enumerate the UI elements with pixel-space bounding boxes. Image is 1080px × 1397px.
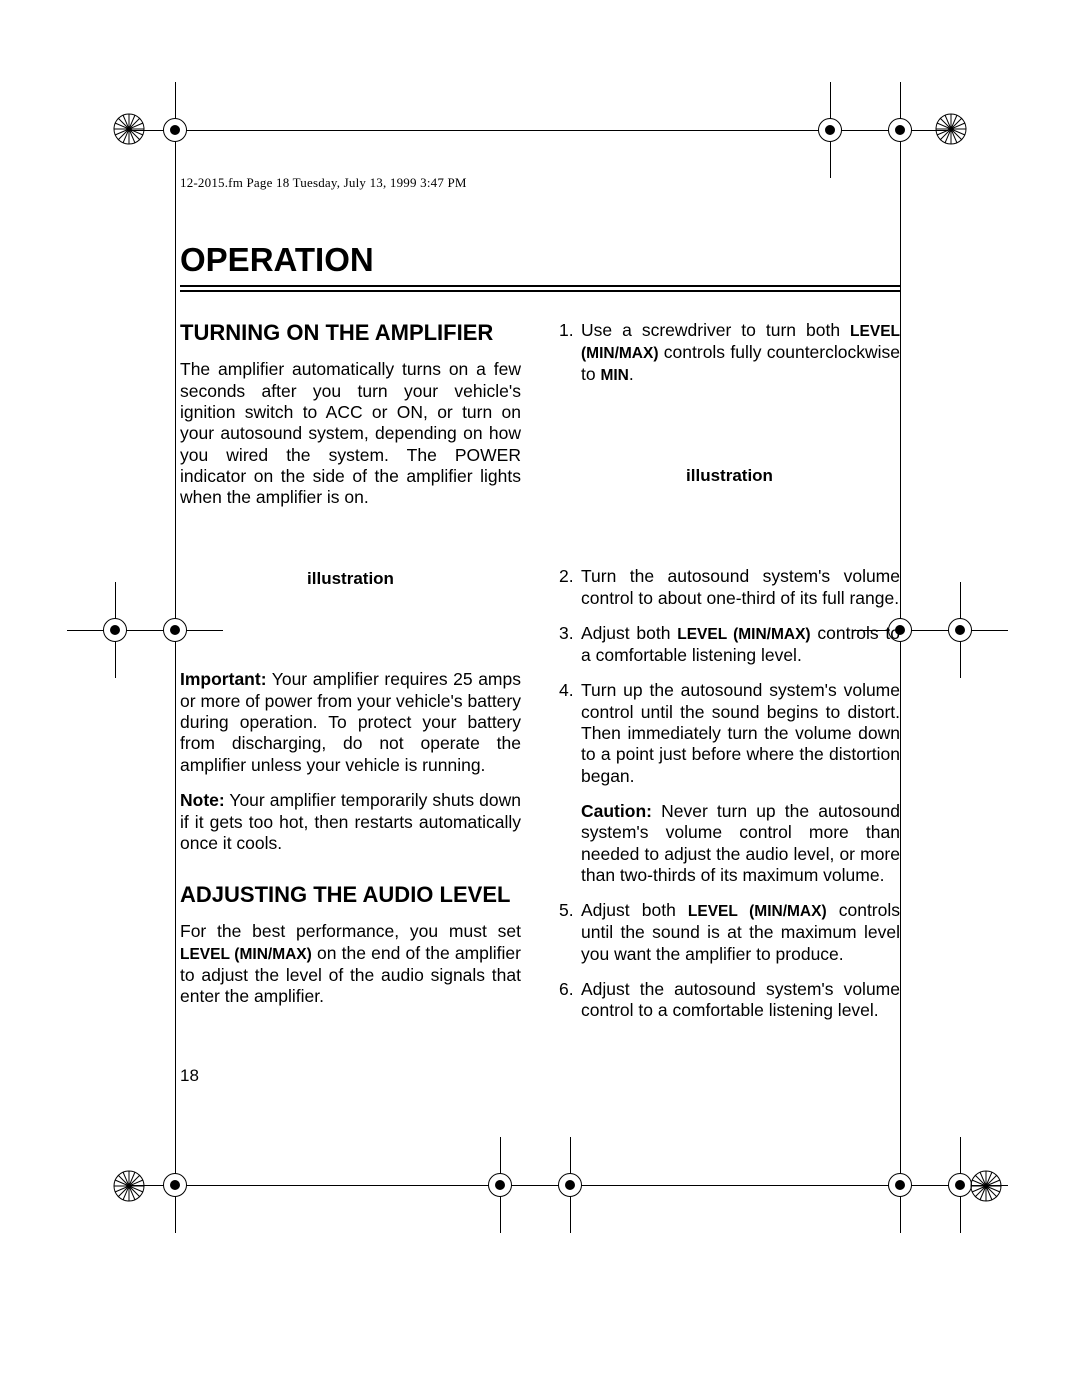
note-label: Note: xyxy=(180,790,225,810)
crop-mark-icon xyxy=(470,1155,530,1215)
section-title: OPERATION xyxy=(180,241,900,279)
control-label: LEVEL (MIN/MAX) xyxy=(688,903,827,920)
step-number: 1. xyxy=(559,320,581,386)
control-label: LEVEL (MIN/MAX) xyxy=(180,946,312,963)
title-rule xyxy=(180,285,900,292)
step-5: 5. Adjust both LEVEL (MIN/MAX) controls … xyxy=(559,900,900,965)
step-6: 6. Adjust the autosound system's volume … xyxy=(559,979,900,1022)
crop-mark-icon xyxy=(145,1155,205,1215)
step-number: 6. xyxy=(559,979,581,1022)
crop-line xyxy=(900,660,901,1150)
text: For the best performance, you must set xyxy=(180,921,521,941)
crop-mark-icon xyxy=(800,100,860,160)
page-content: 12-2015.fm Page 18 Tuesday, July 13, 199… xyxy=(180,175,900,1086)
step-4: 4. Turn up the autosound system's volume… xyxy=(559,680,900,787)
left-column: TURNING ON THE AMPLIFIER The amplifier a… xyxy=(180,320,521,1036)
crop-line xyxy=(175,660,176,1150)
heading-turning-on: TURNING ON THE AMPLIFIER xyxy=(180,320,521,345)
step-body: Use a screwdriver to turn both LEVEL (MI… xyxy=(581,320,900,386)
caution-label: Caution: xyxy=(581,801,652,821)
caution-note: Caution: Never turn up the autosound sys… xyxy=(581,801,900,886)
important-note: Important: Your amplifier requires 25 am… xyxy=(180,669,521,776)
crop-line xyxy=(600,1185,870,1186)
step-2: 2. Turn the autosound system's volume co… xyxy=(559,566,900,609)
step-number: 3. xyxy=(559,623,581,666)
heading-adjusting: ADJUSTING THE AUDIO LEVEL xyxy=(180,882,521,907)
right-column: 1. Use a screwdriver to turn both LEVEL … xyxy=(559,320,900,1036)
step-1: 1. Use a screwdriver to turn both LEVEL … xyxy=(559,320,900,386)
step-number: 5. xyxy=(559,900,581,965)
text: Use a screwdriver to turn both xyxy=(581,320,850,340)
step-number: 4. xyxy=(559,680,581,787)
crop-mark-icon xyxy=(870,1155,930,1215)
crop-screw-icon xyxy=(113,1170,145,1202)
text: Adjust both xyxy=(581,623,677,643)
crop-line xyxy=(175,160,176,590)
crop-screw-icon xyxy=(113,113,145,145)
crop-mark-icon xyxy=(85,600,145,660)
crop-mark-icon xyxy=(930,600,990,660)
important-label: Important: xyxy=(180,669,267,689)
crop-screw-icon xyxy=(970,1170,1002,1202)
step-body: Adjust the autosound system's volume con… xyxy=(581,979,900,1022)
page-number: 18 xyxy=(180,1066,900,1086)
step-body: Turn up the autosound system's volume co… xyxy=(581,680,900,787)
crop-mark-icon xyxy=(870,100,930,160)
step-3: 3. Adjust both LEVEL (MIN/MAX) controls … xyxy=(559,623,900,666)
step-body: Turn the autosound system's volume contr… xyxy=(581,566,900,609)
step-body: Adjust both LEVEL (MIN/MAX) controls to … xyxy=(581,623,900,666)
step-number: 2. xyxy=(559,566,581,609)
paragraph: The amplifier automatically turns on a f… xyxy=(180,359,521,508)
crop-mark-icon xyxy=(145,100,205,160)
step-body: Adjust both LEVEL (MIN/MAX) controls unt… xyxy=(581,900,900,965)
control-label: LEVEL (MIN/MAX) xyxy=(677,626,810,643)
text: Adjust both xyxy=(581,900,688,920)
control-label: MIN xyxy=(600,367,628,384)
crop-line xyxy=(900,160,901,590)
illustration-placeholder: illustration xyxy=(559,466,900,487)
note: Note: Your amplifier temporarily shuts d… xyxy=(180,790,521,854)
crop-mark-icon xyxy=(540,1155,600,1215)
text: . xyxy=(629,364,634,384)
crop-line xyxy=(200,1185,470,1186)
header-path: 12-2015.fm Page 18 Tuesday, July 13, 199… xyxy=(180,175,900,191)
crop-screw-icon xyxy=(935,113,967,145)
illustration-placeholder: illustration xyxy=(180,569,521,590)
paragraph: For the best performance, you must set L… xyxy=(180,921,521,1007)
note-text: Your amplifier temporarily shuts down if… xyxy=(180,790,521,853)
crop-line xyxy=(200,130,800,131)
columns: TURNING ON THE AMPLIFIER The amplifier a… xyxy=(180,320,900,1036)
